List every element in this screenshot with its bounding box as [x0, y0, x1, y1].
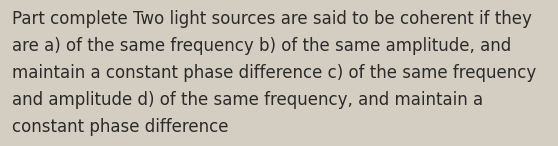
Text: and amplitude d) of the same frequency, and maintain a: and amplitude d) of the same frequency, … — [12, 91, 483, 109]
Text: Part complete Two light sources are said to be coherent if they: Part complete Two light sources are said… — [12, 10, 532, 28]
Text: are a) of the same frequency b) of the same amplitude, and: are a) of the same frequency b) of the s… — [12, 37, 512, 55]
Text: maintain a constant phase difference c) of the same frequency: maintain a constant phase difference c) … — [12, 64, 537, 82]
Text: constant phase difference: constant phase difference — [12, 118, 229, 136]
